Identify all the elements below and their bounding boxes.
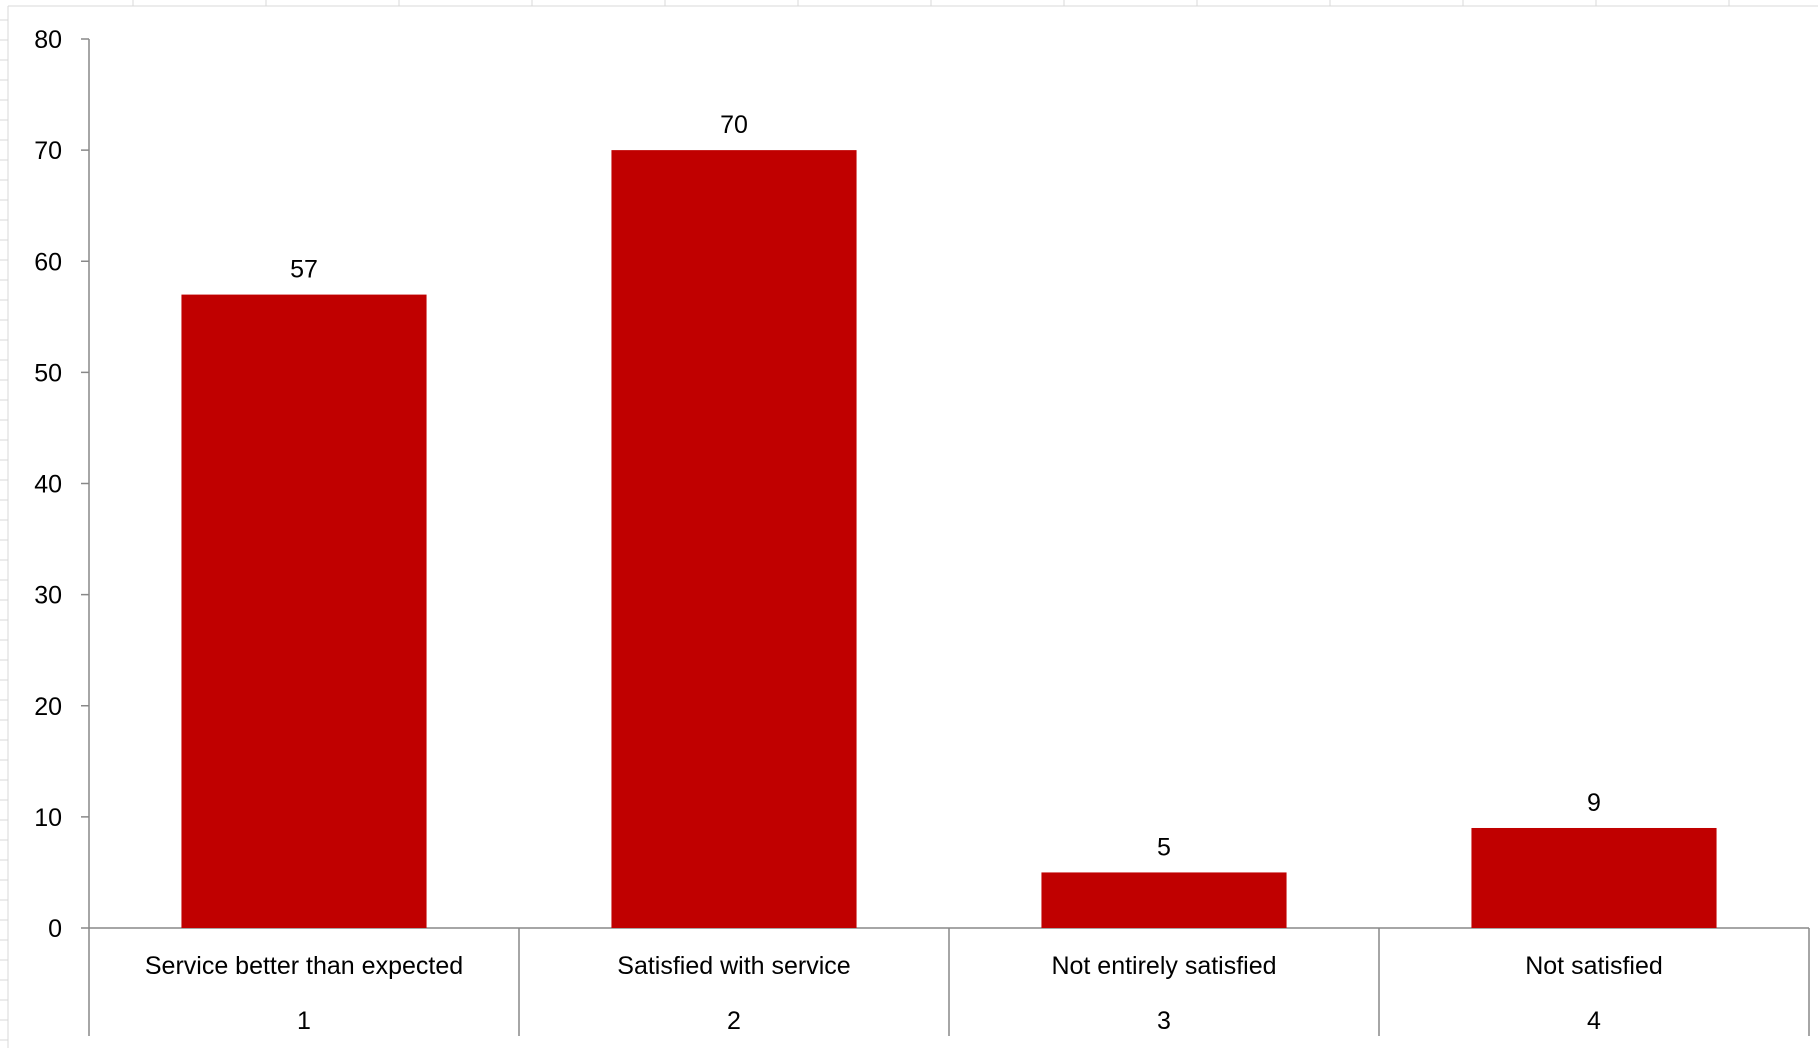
bar	[611, 150, 857, 928]
category-index-label: 3	[1157, 1007, 1171, 1035]
category-index-label: 4	[1587, 1007, 1601, 1035]
y-tick-label: 30	[34, 582, 62, 610]
category-label: Not entirely satisfied	[1051, 952, 1276, 980]
data-label: 70	[720, 111, 748, 139]
data-label: 9	[1587, 789, 1601, 817]
y-tick-label: 0	[48, 915, 62, 943]
category-labels: Service better than expected 1 Satisfied w…	[145, 952, 1663, 1035]
bar	[1471, 827, 1717, 928]
bar	[181, 294, 427, 928]
category-index-label: 2	[727, 1007, 741, 1035]
y-tick-label: 50	[34, 359, 62, 387]
y-tick-label: 40	[34, 471, 62, 499]
data-label: 5	[1157, 833, 1171, 861]
data-label: 57	[290, 256, 318, 284]
y-tick-label: 10	[34, 804, 62, 832]
bars	[181, 150, 1717, 928]
y-tick-label: 80	[34, 26, 62, 54]
y-tick-label: 70	[34, 137, 62, 165]
y-tick-label: 60	[34, 248, 62, 276]
category-label: Not satisfied	[1525, 952, 1663, 980]
y-tick-label: 20	[34, 693, 62, 721]
y-axis-ticks: 0 10 20 30 40 50 60 70 80	[34, 26, 89, 943]
bar	[1041, 872, 1287, 928]
category-label: Service better than expected	[145, 952, 463, 980]
category-label: Satisfied with service	[617, 952, 850, 980]
data-labels: 57 70 5 9	[290, 111, 1601, 861]
category-index-label: 1	[297, 1007, 311, 1035]
